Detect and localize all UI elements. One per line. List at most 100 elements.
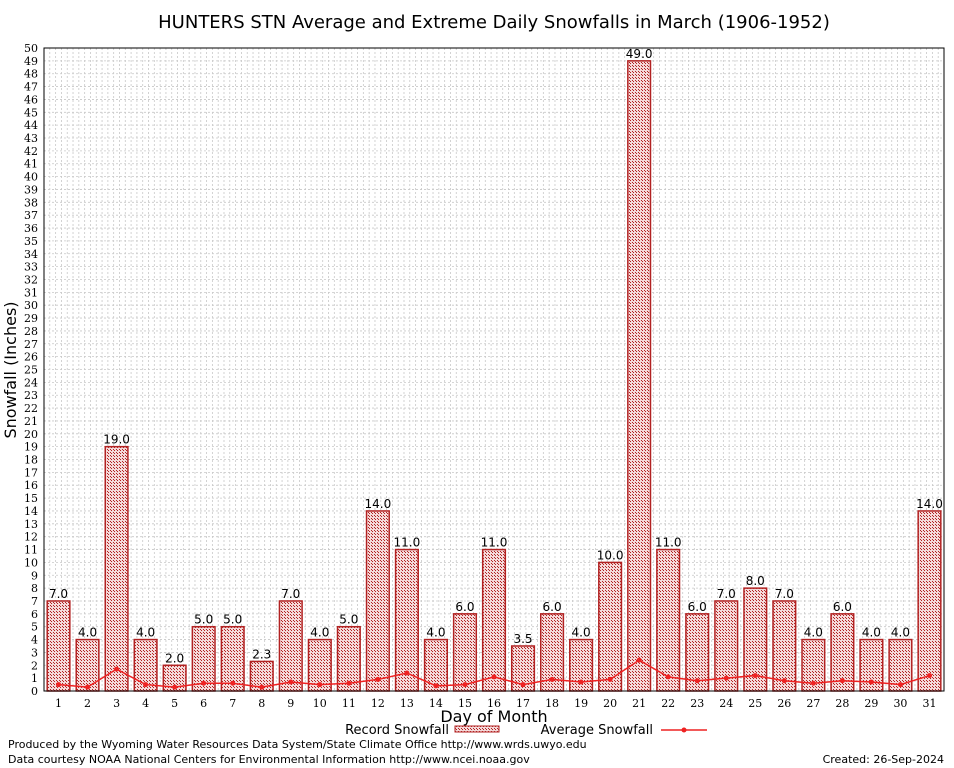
average-point-day-11 bbox=[346, 680, 352, 686]
average-point-day-19 bbox=[578, 679, 584, 685]
bar-day-3 bbox=[104, 445, 129, 692]
y-tick-label: 24 bbox=[24, 376, 38, 389]
bar-value-label: 5.0 bbox=[194, 613, 213, 627]
y-tick-label: 16 bbox=[24, 479, 38, 492]
average-point-day-21 bbox=[636, 657, 642, 663]
y-tick-label: 6 bbox=[31, 608, 38, 621]
y-tick-label: 32 bbox=[24, 273, 38, 286]
y-tick-label: 46 bbox=[24, 93, 38, 106]
bar-value-label: 4.0 bbox=[426, 626, 445, 640]
y-tick-label: 39 bbox=[24, 183, 38, 196]
x-tick-label: 16 bbox=[487, 697, 501, 710]
average-point-day-1 bbox=[56, 682, 62, 688]
y-tick-label: 3 bbox=[31, 646, 38, 659]
y-tick-label: 8 bbox=[31, 582, 38, 595]
y-tick-labels: 0123456789101112131415161718192021222324… bbox=[24, 42, 38, 698]
bar-value-label: 4.0 bbox=[572, 626, 591, 640]
x-tick-label: 2 bbox=[84, 697, 91, 710]
y-tick-label: 49 bbox=[24, 55, 38, 68]
y-tick-label: 20 bbox=[24, 428, 38, 441]
average-point-day-23 bbox=[694, 678, 700, 684]
x-tick-labels: 1 2 3 4 5 6 7 8 9 10 11 12 13 14 15 16 17 18 19 20 21 22 23 24 2… bbox=[55, 697, 936, 710]
average-point-day-29 bbox=[868, 679, 874, 685]
y-tick-label: 15 bbox=[24, 492, 38, 505]
bar-value-label: 5.0 bbox=[223, 613, 242, 627]
x-tick-label: 28 bbox=[835, 697, 849, 710]
average-point-day-8 bbox=[259, 684, 265, 690]
y-tick-label: 23 bbox=[24, 389, 38, 402]
x-tick-label: 14 bbox=[429, 697, 443, 710]
y-tick-label: 21 bbox=[24, 415, 38, 428]
x-tick-label: 22 bbox=[661, 697, 675, 710]
bar-value-label: 11.0 bbox=[394, 536, 421, 550]
average-point-day-6 bbox=[201, 680, 207, 686]
average-point-day-31 bbox=[926, 673, 932, 679]
y-tick-label: 34 bbox=[24, 248, 38, 261]
bar-value-label: 11.0 bbox=[655, 536, 682, 550]
average-point-day-14 bbox=[433, 683, 439, 689]
average-snowfall-line bbox=[56, 657, 932, 690]
bar-value-label: 49.0 bbox=[626, 47, 653, 61]
bar-value-label: 4.0 bbox=[804, 626, 823, 640]
y-tick-label: 7 bbox=[31, 595, 38, 608]
record-snowfall-bars bbox=[46, 60, 942, 692]
bar-value-label: 6.0 bbox=[833, 600, 852, 614]
y-tick-label: 45 bbox=[24, 106, 38, 119]
legend-marker-average bbox=[681, 727, 687, 733]
x-tick-label: 11 bbox=[342, 697, 356, 710]
plot-frame bbox=[43, 47, 945, 692]
y-tick-label: 33 bbox=[24, 261, 38, 274]
legend-swatch-record bbox=[454, 725, 500, 733]
bar-value-label: 7.0 bbox=[717, 587, 736, 601]
bar-value-label: 4.0 bbox=[862, 626, 881, 640]
y-tick-label: 28 bbox=[24, 325, 38, 338]
bar-value-label: 6.0 bbox=[688, 600, 707, 614]
y-tick-label: 41 bbox=[24, 158, 38, 171]
y-tick-label: 42 bbox=[24, 145, 38, 158]
x-tick-label: 18 bbox=[545, 697, 559, 710]
y-tick-label: 11 bbox=[24, 544, 38, 557]
y-tick-label: 40 bbox=[24, 171, 38, 184]
x-tick-label: 17 bbox=[516, 697, 530, 710]
bar-value-label: 11.0 bbox=[481, 536, 508, 550]
bar-value-labels: 7.0 4.0 19.0 4.0 2.0 5.0 5.0 2.3 7.0 4.0 5.0 14.0 11… bbox=[49, 47, 943, 665]
bar-value-label: 14.0 bbox=[365, 497, 392, 511]
bar-value-label: 5.0 bbox=[339, 613, 358, 627]
bar-day-20 bbox=[598, 561, 623, 692]
y-tick-label: 18 bbox=[24, 454, 38, 467]
y-axis-label: Snowfall (Inches) bbox=[1, 301, 20, 438]
chart-title: HUNTERS STN Average and Extreme Daily Sn… bbox=[158, 12, 830, 33]
bar-value-label: 10.0 bbox=[597, 548, 624, 562]
average-point-day-17 bbox=[520, 682, 526, 688]
average-point-day-9 bbox=[288, 679, 294, 685]
average-point-day-16 bbox=[491, 674, 497, 680]
y-tick-label: 10 bbox=[24, 556, 38, 569]
average-point-day-30 bbox=[897, 682, 903, 688]
bar-day-13 bbox=[394, 548, 419, 692]
bar-value-label: 4.0 bbox=[78, 626, 97, 640]
y-tick-label: 19 bbox=[24, 441, 38, 454]
bar-day-1 bbox=[46, 600, 71, 692]
x-tick-label: 5 bbox=[171, 697, 178, 710]
bar-value-label: 4.0 bbox=[891, 626, 910, 640]
x-tick-label: 6 bbox=[200, 697, 207, 710]
average-point-day-22 bbox=[665, 674, 671, 680]
bar-value-label: 7.0 bbox=[281, 587, 300, 601]
x-tick-label: 1 bbox=[55, 697, 62, 710]
y-tick-label: 47 bbox=[24, 81, 38, 94]
x-tick-label: 12 bbox=[371, 697, 385, 710]
average-point-day-18 bbox=[549, 676, 555, 682]
x-tick-label: 26 bbox=[777, 697, 791, 710]
y-tick-label: 31 bbox=[24, 286, 38, 299]
average-point-day-15 bbox=[462, 682, 468, 688]
bar-value-label: 6.0 bbox=[455, 600, 474, 614]
bar-day-16 bbox=[481, 548, 507, 692]
average-point-day-25 bbox=[752, 673, 758, 679]
x-tick-label: 25 bbox=[748, 697, 762, 710]
y-tick-label: 4 bbox=[31, 634, 38, 647]
y-tick-label: 43 bbox=[24, 132, 38, 145]
y-tick-label: 35 bbox=[24, 235, 38, 248]
bar-day-26 bbox=[772, 600, 797, 692]
average-point-day-3 bbox=[114, 666, 120, 672]
